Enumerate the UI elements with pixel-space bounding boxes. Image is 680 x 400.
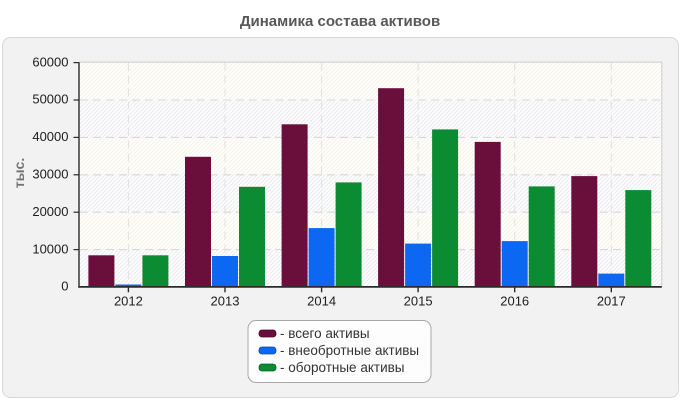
svg-text:10000: 10000: [32, 241, 68, 256]
svg-text:60000: 60000: [32, 54, 68, 69]
svg-text:2015: 2015: [404, 294, 433, 309]
svg-text:30000: 30000: [32, 167, 68, 182]
svg-text:20000: 20000: [32, 204, 68, 219]
svg-text:2012: 2012: [114, 294, 143, 309]
svg-text:тыс.: тыс.: [11, 158, 27, 189]
svg-text:2014: 2014: [307, 294, 336, 309]
svg-text:2017: 2017: [597, 294, 626, 309]
svg-text:Динамика состава активов: Динамика состава активов: [240, 13, 440, 30]
svg-text:50000: 50000: [32, 92, 68, 107]
svg-text:2013: 2013: [211, 294, 240, 309]
svg-text:2016: 2016: [500, 294, 529, 309]
svg-text:- внеобротные активы: - внеобротные активы: [280, 343, 419, 358]
svg-text:- оборотные активы: - оборотные активы: [280, 360, 404, 375]
svg-text:0: 0: [61, 279, 68, 294]
svg-text:40000: 40000: [32, 129, 68, 144]
svg-text:- всего активы: - всего активы: [280, 326, 370, 341]
